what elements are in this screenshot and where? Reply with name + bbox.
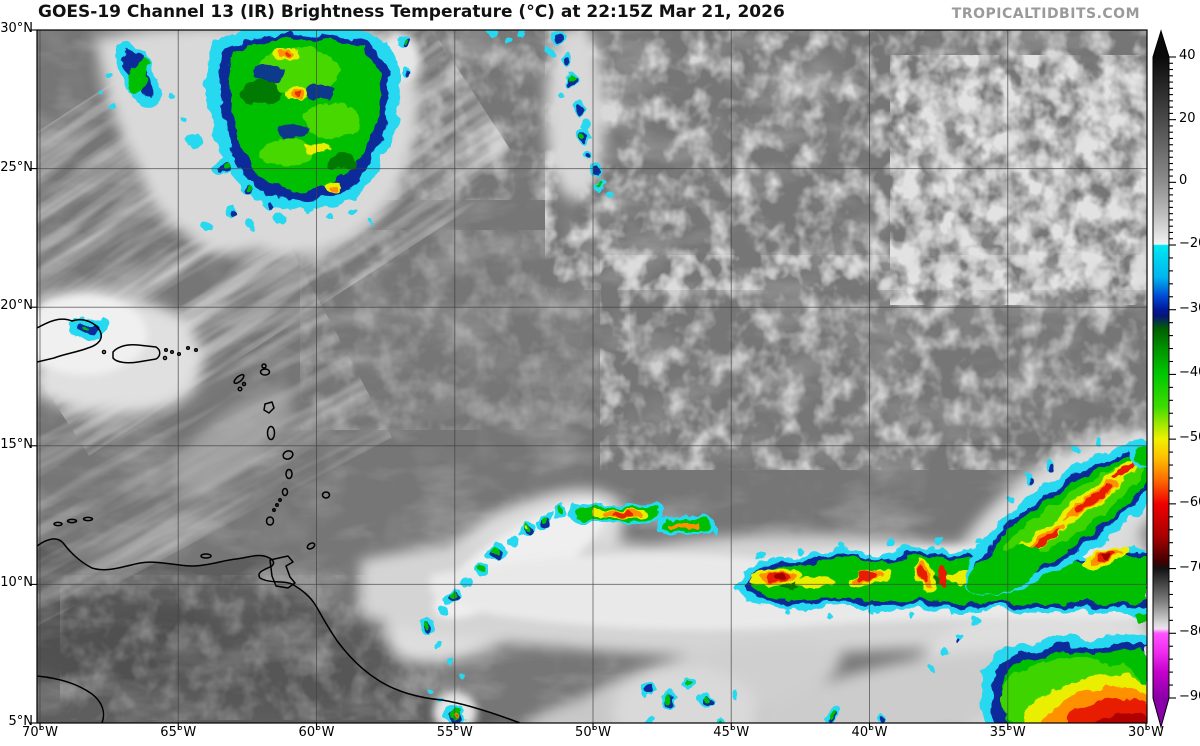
colorbar-tick--50: −50 [1179,430,1200,446]
lon-label-35W: 35°W [989,725,1026,740]
colorbar-tick--30: −30 [1179,300,1200,316]
colorbar-tick--70: −70 [1179,559,1200,575]
lon-label-60W: 60°W [298,725,335,740]
colorbar-tick-20: 20 [1179,110,1196,126]
lat-label-15N: 15°N [0,436,33,452]
page-title: GOES-19 Channel 13 (IR) Brightness Tempe… [38,2,785,22]
colorbar-tick--90: −90 [1179,689,1200,704]
lat-label-20N: 20°N [0,298,33,314]
lon-label-30W: 30°W [1128,725,1164,740]
colorbar-tick-0: 0 [1179,173,1188,189]
colorbar-tick-40: 40 [1179,48,1196,63]
lon-label-65W: 65°W [160,725,197,740]
colorbar-tick--80: −80 [1179,624,1200,640]
colorbar-tick--60: −60 [1179,494,1200,510]
watermark: TROPICALTIDBITS.COM [951,6,1140,22]
lon-label-45W: 45°W [713,725,750,740]
lat-label-5N: 5°N [8,714,34,729]
lon-label-40W: 40°W [851,725,888,740]
convection-overlay [67,30,1147,723]
lon-label-55W: 55°W [436,725,473,740]
colorbar-bar [1152,29,1170,729]
lon-label-50W: 50°W [575,725,611,740]
colorbar-ticks [1169,56,1176,699]
lat-label-10N: 10°N [0,575,33,591]
coastlines [37,318,521,723]
lon-label-70W: 70°W [22,725,58,740]
lat-label-25N: 25°N [0,159,33,175]
colorbar-tick--20: −20 [1179,236,1200,251]
axis-ticks [30,29,1147,730]
colorbar-tick--40: −40 [1179,365,1200,381]
lat-label-30N: 30°N [0,21,33,36]
map-frame [36,29,1148,724]
